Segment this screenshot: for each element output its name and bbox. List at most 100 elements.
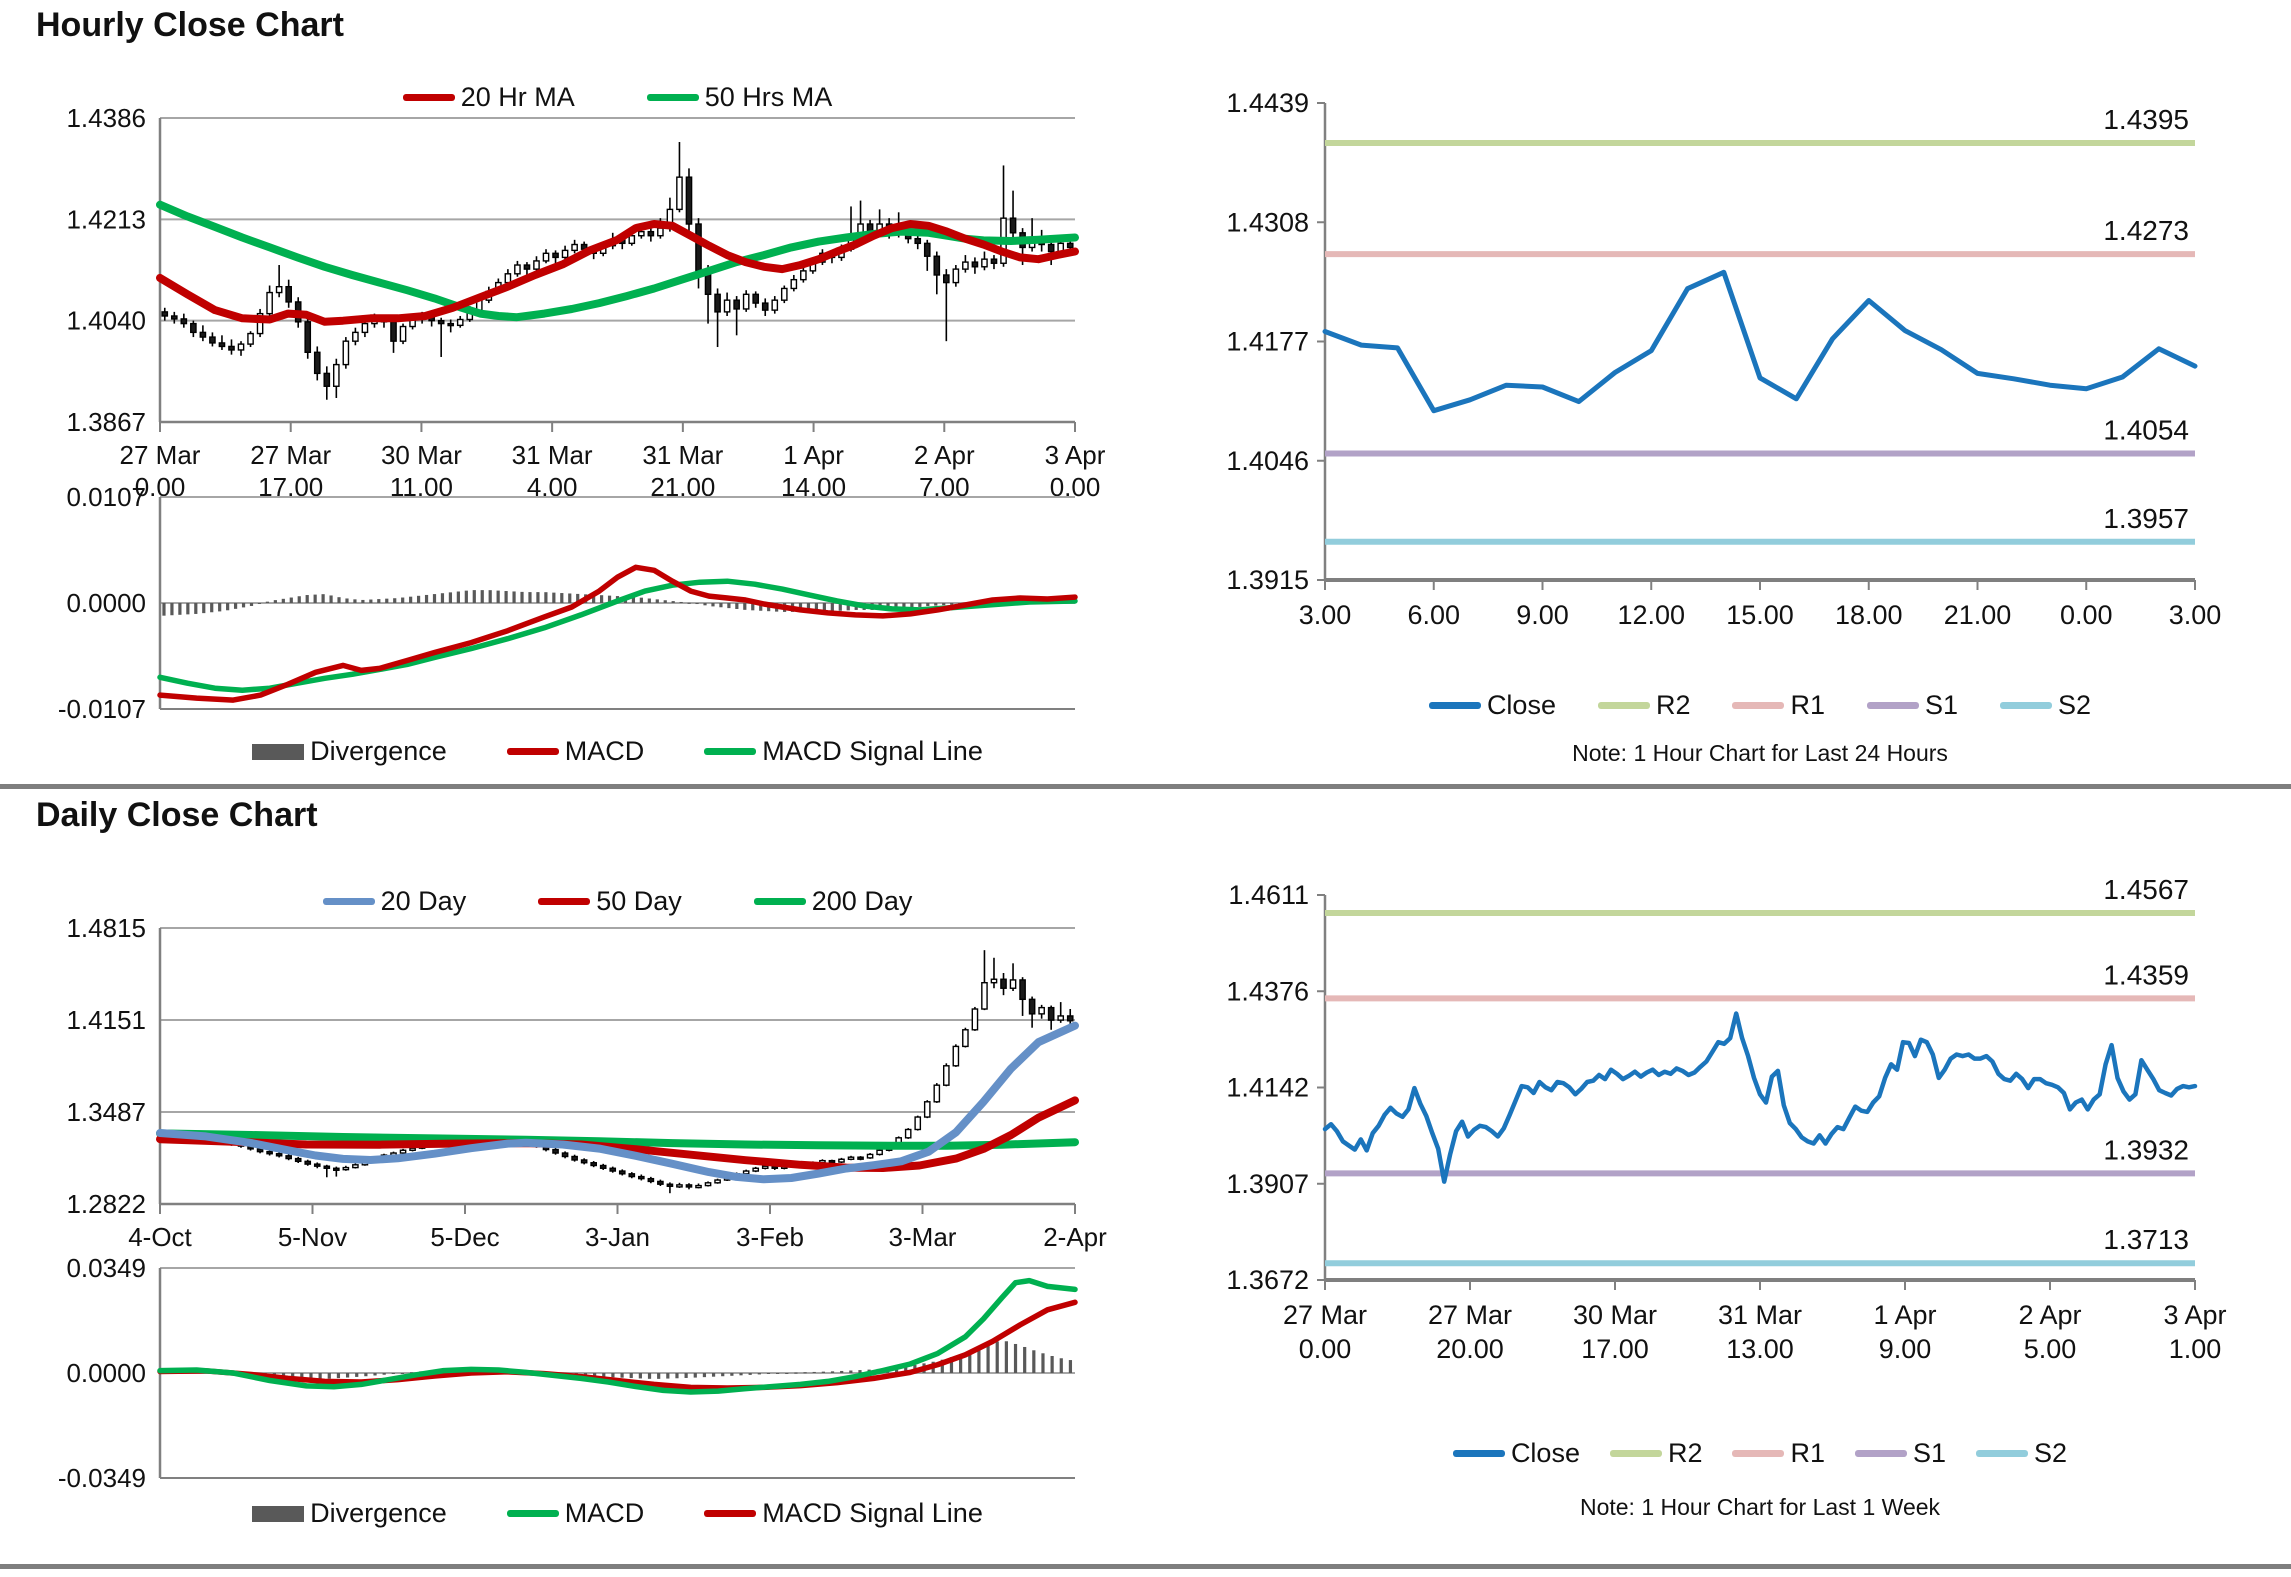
candle-body (313, 1163, 321, 1167)
y-axis-label: 0.0107 (66, 482, 146, 512)
candle-body (285, 1155, 292, 1160)
legend-label: Divergence (310, 1498, 447, 1528)
divergence-bar (759, 603, 763, 611)
divergence-bar (711, 603, 715, 607)
legend-swatch (646, 94, 699, 101)
divergence-bar (416, 595, 421, 603)
x-axis-label: 18.00 (1835, 600, 1903, 630)
candle-body (361, 322, 369, 334)
level-label-s2: 1.3713 (2103, 1224, 2189, 1255)
divergence-bar (1068, 1360, 1073, 1373)
y-axis-label: 1.2822 (66, 1189, 146, 1219)
candle-body (733, 299, 740, 310)
x-axis-label: 5.00 (2024, 1334, 2077, 1364)
divergence-bar (345, 598, 349, 603)
candle-body (590, 1162, 597, 1167)
candle-body (647, 1177, 655, 1183)
divergence-bar (297, 596, 301, 603)
divergence-bar (391, 1373, 395, 1374)
divergence-bar (410, 1372, 414, 1374)
macd-line (157, 1277, 1078, 1395)
divergence-bar (838, 603, 842, 611)
candle-body (990, 978, 998, 984)
level-label-r2: 1.4567 (2103, 874, 2189, 905)
candle-body (847, 1156, 855, 1160)
divergence-bar (846, 603, 850, 611)
legend-swatch (1452, 1450, 1505, 1457)
divergence-bar (684, 1373, 688, 1378)
legend-label: 50 Day (596, 886, 682, 916)
day24-plot: 1.4439 1.4308 1.4177 1.4046 1.3915 3.00 6.00 9.… (1226, 88, 2221, 630)
candle-body (1028, 998, 1036, 1015)
candle-body (409, 1147, 416, 1151)
legend-swatch (322, 898, 375, 905)
daily_price-candles (161, 950, 1074, 1194)
candle-body (695, 1184, 702, 1189)
day24-legend: Close R2 R1 S1 S2 (1325, 690, 2195, 721)
candle-body (695, 223, 702, 272)
x-axis-label: 30 Mar (381, 440, 462, 470)
y-axis-label: -0.0107 (58, 694, 146, 724)
divergence-bar (401, 597, 405, 603)
candle-body (1038, 1006, 1045, 1015)
legend-item-20-day: 20 Day (322, 886, 466, 917)
divergence-bar (959, 1354, 963, 1373)
x-axis-label: 3-Jan (585, 1222, 650, 1252)
divergence-bar (902, 603, 906, 609)
day24-note: Note: 1 Hour Chart for Last 24 Hours (1572, 740, 1948, 766)
legend-label: R1 (1790, 690, 1825, 720)
legend-swatch (252, 743, 305, 760)
macd-signal-line (157, 1299, 1078, 1391)
legend-item-50-day: 50 Day (538, 886, 682, 917)
y-axis-label: 1.4439 (1226, 88, 1309, 118)
legend-label: R1 (1790, 1438, 1825, 1468)
candle-body (962, 1029, 969, 1048)
divergence-bar (1013, 1343, 1018, 1373)
divergence-bar (456, 591, 460, 603)
legend-swatch (1609, 1450, 1662, 1457)
candle-body (876, 1149, 883, 1156)
candle-body (180, 318, 188, 325)
divergence-bar (162, 603, 166, 616)
x-axis-label: 27 Mar (1283, 1300, 1367, 1330)
divergence-bar (318, 1373, 322, 1379)
candle-body (256, 1148, 264, 1153)
y-axis-label: 1.4386 (66, 103, 146, 133)
divergence-bar (840, 1370, 844, 1373)
candle-body (561, 249, 569, 259)
candle-body (933, 255, 941, 276)
week-legend: Close R2 R1 S1 S2 (1325, 1438, 2195, 1469)
candle-body (1047, 1006, 1055, 1021)
candle-body (923, 1101, 931, 1118)
legend-swatch (538, 898, 591, 905)
divergence-bar (382, 1373, 386, 1375)
candle-body (904, 1128, 912, 1139)
candle-body (209, 336, 216, 344)
legend-swatch (1867, 702, 1919, 709)
x-axis-label: 1 Apr (783, 440, 844, 470)
divergence-bar (942, 603, 946, 606)
divergence-bar (599, 595, 604, 603)
legend-label: 200 Day (811, 886, 913, 916)
candle-body (714, 1179, 721, 1184)
legend-label: Close (1510, 1438, 1580, 1468)
x-axis-label: 4-Oct (128, 1222, 192, 1252)
legend-item-r2: R2 (1597, 690, 1690, 721)
divergence-bar (321, 594, 325, 603)
divergence-bar (1050, 1356, 1054, 1373)
candle-body (247, 332, 254, 345)
y-axis-label: 1.4611 (1228, 880, 1309, 910)
divergence-bar (424, 594, 429, 603)
x-axis-label: 9.00 (1516, 600, 1569, 630)
level-label-s1: 1.4054 (2103, 414, 2189, 445)
divergence-bar (757, 1373, 761, 1375)
y-axis-label: 1.4142 (1226, 1073, 1309, 1103)
candle-body (952, 1045, 960, 1067)
candle-body (323, 372, 331, 387)
candle-body (1047, 243, 1055, 253)
legend-swatch (506, 748, 559, 755)
x-axis-label: 27 Mar (250, 440, 331, 470)
candle-body (190, 322, 197, 334)
divergence-bar (560, 593, 564, 603)
candle-body (761, 1165, 769, 1169)
